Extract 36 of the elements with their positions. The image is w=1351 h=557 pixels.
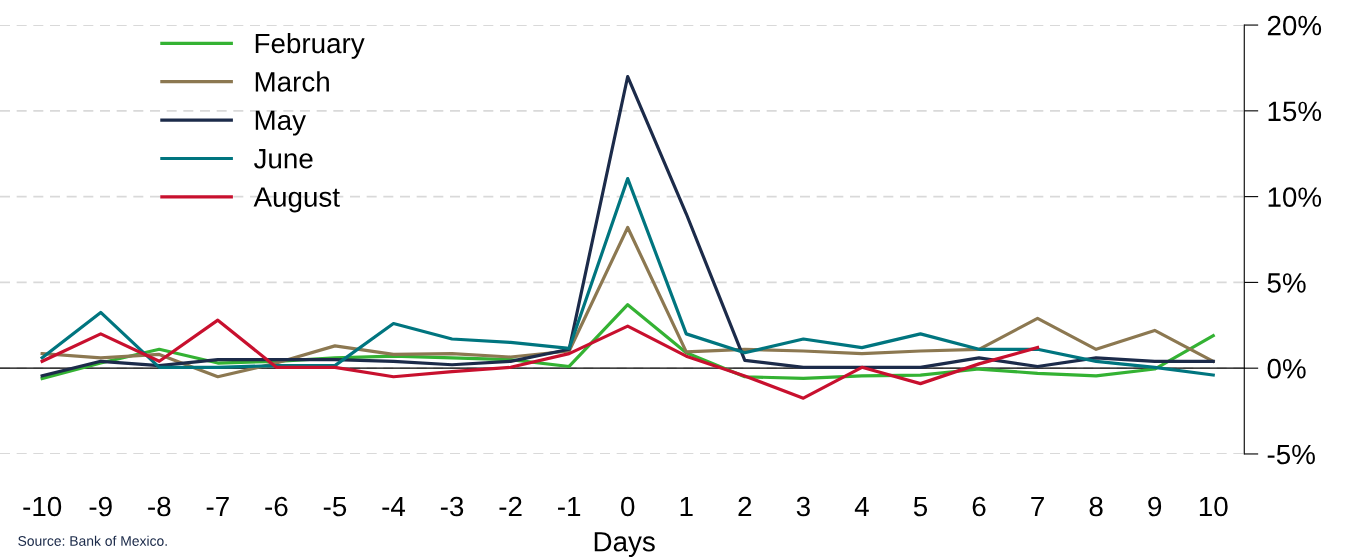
x-tick-label: 1 (680, 496, 693, 517)
x-tick-label: 3 (796, 496, 810, 517)
x-tick-label: -5 (323, 496, 347, 517)
y-tick-label: 10% (1268, 187, 1322, 207)
y-tick-label: 20% (1267, 15, 1322, 36)
x-tick-label: -7 (206, 496, 229, 517)
x-tick-label: -9 (89, 496, 112, 517)
x-tick-label: 8 (1089, 496, 1103, 517)
y-tick-label: 15% (1268, 101, 1322, 122)
legend-label: June (253, 149, 313, 169)
x-tick-label: 9 (1148, 496, 1162, 517)
y-tick-label: -5% (1267, 444, 1315, 465)
x-tick-label: -2 (499, 496, 522, 517)
x-tick-label: -10 (23, 496, 62, 517)
x-tick-label: 6 (972, 496, 986, 517)
legend-label: August (253, 187, 340, 213)
x-tick-label: -8 (148, 496, 171, 517)
x-tick-label: 4 (854, 496, 869, 517)
x-tick-label: -3 (440, 496, 464, 517)
legend-label: May (255, 110, 306, 136)
legend-label: February (255, 32, 365, 59)
y-tick-label: 0% (1267, 358, 1306, 379)
legend-label: March (255, 71, 329, 92)
source-note: Source: Bank of Mexico. (18, 535, 167, 546)
x-tick-label: -1 (558, 496, 581, 517)
x-tick-label: 0 (621, 496, 635, 517)
x-tick-label: -6 (265, 496, 288, 517)
x-tick-label: 5 (913, 496, 928, 517)
x-tick-label: 2 (738, 496, 752, 517)
line-series (40, 177, 1215, 377)
y-tick-label: 5% (1267, 273, 1306, 293)
x-axis-title: Days (594, 532, 655, 557)
x-tick-label: -4 (382, 496, 406, 517)
x-tick-label: 7 (1031, 496, 1044, 517)
x-tick-label: 10 (1199, 496, 1228, 517)
line-series (40, 318, 1040, 400)
